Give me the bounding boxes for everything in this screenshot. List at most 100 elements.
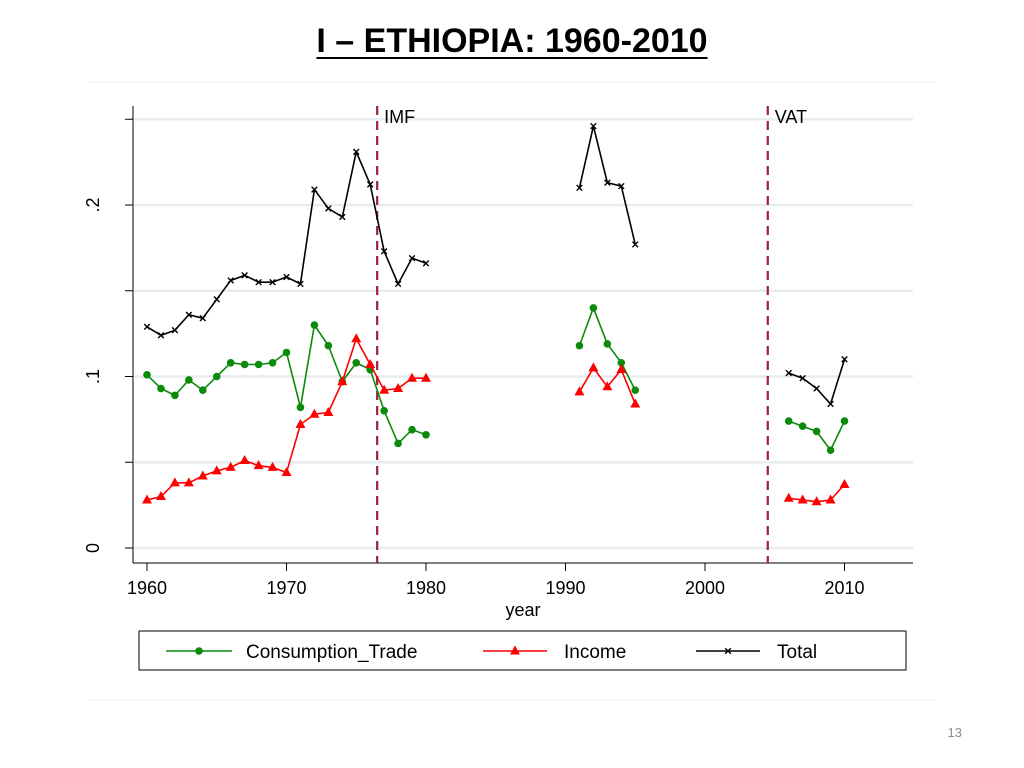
data-point (394, 439, 402, 448)
annotation-label: IMF (384, 107, 415, 127)
legend-label: Consumption_Trade (246, 642, 417, 663)
data-point (199, 314, 207, 322)
x-axis-label: year (505, 600, 540, 620)
data-point (797, 494, 808, 504)
data-point (171, 326, 179, 334)
y-tick-label: .1 (83, 369, 103, 384)
data-point (825, 494, 836, 504)
x-tick-label: 2010 (824, 578, 864, 598)
data-point (197, 470, 208, 480)
data-point (617, 358, 626, 367)
series-consumption_trade (143, 304, 849, 455)
data-point (269, 278, 276, 286)
data-point (510, 645, 520, 655)
data-point (239, 455, 250, 465)
data-point (421, 372, 431, 382)
data-point (604, 179, 611, 186)
data-point (169, 477, 180, 487)
data-point (226, 358, 235, 367)
data-point (183, 477, 194, 487)
data-point (185, 311, 193, 319)
annotations: IMF VAT (376, 106, 807, 563)
legend-label: Income (564, 642, 626, 663)
series-line (788, 420, 846, 452)
data-point (310, 321, 319, 329)
data-point (267, 461, 278, 471)
data-point (724, 647, 732, 655)
data-point (576, 184, 583, 192)
data-point (365, 358, 376, 368)
data-point (157, 332, 165, 339)
data-point (785, 369, 792, 377)
data-point (590, 122, 597, 130)
data-point (268, 358, 277, 367)
x-tick-label: 2000 (685, 578, 725, 598)
annotation-label: VAT (775, 107, 807, 127)
data-point (142, 494, 152, 504)
data-point (799, 374, 806, 382)
data-point (225, 461, 236, 471)
data-point (240, 360, 249, 369)
series-line (146, 151, 427, 337)
data-point (575, 341, 584, 350)
series-line (578, 125, 637, 245)
data-point (352, 148, 360, 156)
data-point (408, 425, 416, 434)
data-point (603, 340, 612, 348)
data-point (826, 446, 835, 455)
data-point (227, 277, 234, 284)
data-point (798, 422, 807, 431)
data-point (211, 465, 222, 475)
data-point (352, 358, 361, 367)
data-point (337, 376, 348, 386)
data-point (589, 304, 598, 312)
data-point (171, 391, 179, 400)
x-tick-label: 1970 (266, 578, 306, 598)
y-tick-label: .2 (83, 197, 103, 212)
x-tick-label: 1960 (127, 578, 167, 598)
series-line (788, 359, 846, 405)
data-point (309, 408, 320, 418)
data-point (213, 296, 221, 303)
data-point (199, 386, 207, 395)
grid-lines (134, 118, 913, 550)
data-point (254, 360, 263, 369)
axis-ticks: 0 .1 .2 1960 1970 1980 1990 2000 2010 (83, 118, 865, 598)
data-point (325, 205, 332, 212)
data-point (283, 273, 290, 281)
data-point (588, 362, 599, 372)
data-point (422, 260, 430, 267)
data-point (212, 372, 221, 381)
data-point (813, 385, 820, 392)
data-point (157, 384, 165, 393)
series-line (146, 324, 427, 445)
data-point (143, 370, 151, 379)
data-point (255, 278, 262, 286)
data-point (602, 381, 613, 391)
data-point (351, 333, 362, 343)
data-point (393, 383, 404, 393)
legend-label: Total (777, 642, 817, 663)
data-point (366, 181, 374, 188)
data-point (616, 364, 627, 374)
data-point (631, 241, 639, 248)
data-point (380, 248, 388, 255)
data-point (630, 398, 641, 408)
data-point (408, 254, 416, 262)
axes (132, 106, 913, 564)
data-point (380, 407, 388, 415)
data-point (618, 182, 625, 190)
data-point (631, 386, 640, 395)
data-point (253, 460, 264, 470)
data-point (185, 376, 193, 384)
series (142, 122, 850, 506)
data-point (155, 491, 166, 501)
page-number: 13 (947, 725, 962, 740)
slide-title: I – ETHIOPIA: 1960-2010 (316, 22, 708, 60)
y-tick-label: 0 (83, 543, 103, 553)
data-point (839, 479, 850, 489)
data-point (339, 213, 346, 221)
data-point (784, 417, 793, 425)
data-point (394, 280, 402, 288)
